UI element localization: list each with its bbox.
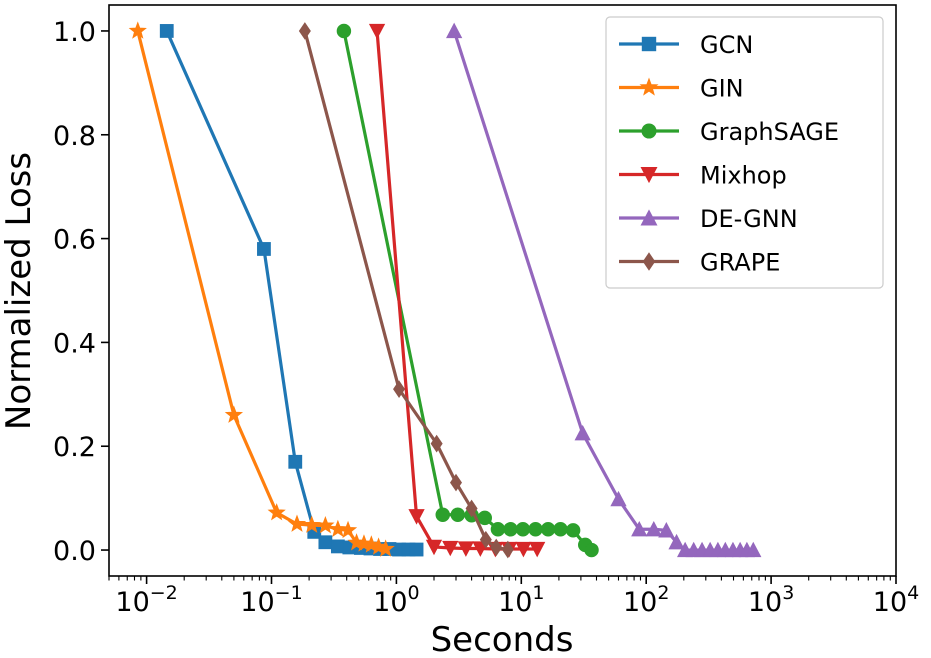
grape-point [393,380,406,398]
legend-marker [639,77,659,96]
legend-marker [642,252,656,271]
y-axis-label: Normalized Loss [0,152,39,430]
legend-item-graphsage: GraphSAGE [619,118,839,146]
y-tick-label: 0.2 [53,432,96,463]
gcn-point [159,24,174,38]
de-gnn-point [446,22,463,39]
series-gin [128,21,395,557]
gcn-point [318,535,333,550]
grape-point [490,538,503,557]
legend-label: GCN [700,31,753,59]
graphsage-point [503,522,518,537]
mixhop-point [442,540,459,557]
legend-label: GRAPE [700,249,780,277]
gin-point [328,519,348,538]
grape-point [479,530,492,549]
y-tick-label: 0.6 [53,225,96,256]
legend-items: GCN GIN GraphSAGE Mixhop DE-GNN GRAPE [619,31,839,277]
mixhop-point [515,541,532,558]
gin-point [128,21,147,39]
graphsage-point [528,522,543,537]
legend-item-de-gnn: DE-GNN [619,205,798,233]
x-tick-label: 10−2 [115,582,177,618]
legend-label: Mixhop [700,162,787,190]
grape-point [465,499,478,518]
legend-marker [640,167,658,184]
mixhop-point [408,509,425,525]
series-grape [298,22,514,559]
y-tick-label: 0.4 [53,328,96,359]
legend-frame [605,16,884,289]
gin-point [302,515,321,533]
mixhop-point [529,541,546,558]
graphsage-point [515,522,531,537]
graphsage-point [565,523,581,538]
grape-point [298,22,311,40]
x-tick-label: 101 [498,582,544,618]
x-tick-label: 103 [748,582,794,618]
mixhop-point [425,539,443,556]
legend-marker [641,36,657,52]
graphsage-point [435,507,450,522]
legend-label: GIN [700,75,744,103]
de-gnn-point [610,490,627,507]
x-tick-label: 102 [623,582,669,618]
series-layer [128,21,762,559]
x-tick-label: 100 [373,582,419,618]
graphsage-line [342,30,593,552]
graphsage-point [490,522,506,537]
x-tick-label: 10−1 [240,582,302,618]
de-gnn-point [574,424,591,441]
graphsage-point [584,542,599,558]
de-gnn-point [745,541,762,558]
gin-point [287,514,307,532]
gcn-point [409,542,424,557]
mixhop-line [375,30,538,551]
mixhop-point [457,541,475,557]
grape-point [501,540,514,559]
legend-item-gcn: GCN [619,31,753,59]
de-gnn-point [631,520,648,537]
de-gnn-point [658,521,675,538]
gin-point [316,516,335,534]
legend-marker [640,209,658,226]
series-graphsage [336,23,599,558]
gin-point [224,405,244,423]
gcn-point [288,454,303,469]
grape-point [430,434,443,453]
x-axis-label: Seconds [431,620,574,658]
de-gnn-point [668,533,685,550]
gcn-point [257,242,271,256]
gin-point [376,539,395,557]
gcn-point [330,539,345,554]
legend-label: GraphSAGE [700,118,839,146]
graphsage-point [477,510,492,526]
legend-marker [641,123,657,139]
y-tick-label: 1.0 [53,17,96,48]
grape-point [449,473,463,492]
de-gnn-point [645,520,662,537]
tick-layer: 0.0 0.2 0.4 0.6 0.8 1.0 10−2 10−1 100 101 102 103 10… [53,17,919,618]
graphsage-point [336,23,352,39]
legend-item-mixhop: Mixhop [619,162,787,190]
y-tick-label: 0.8 [53,121,96,152]
legend-item-grape: GRAPE [619,249,780,277]
y-tick-label: 0.0 [53,536,96,567]
x-tick-label: 104 [873,582,919,618]
gin-line [136,30,387,551]
legend-item-gin: GIN [619,75,744,103]
gin-point [338,520,358,539]
legend: GCN GIN GraphSAGE Mixhop DE-GNN GRAPE [605,16,884,289]
series-de-gnn [446,22,762,558]
graphsage-point [450,507,465,522]
graphsage-point [540,522,556,537]
gin-point [267,503,286,521]
legend-label: DE-GNN [700,205,798,233]
graphsage-point [553,522,568,537]
mixhop-point [368,23,386,40]
